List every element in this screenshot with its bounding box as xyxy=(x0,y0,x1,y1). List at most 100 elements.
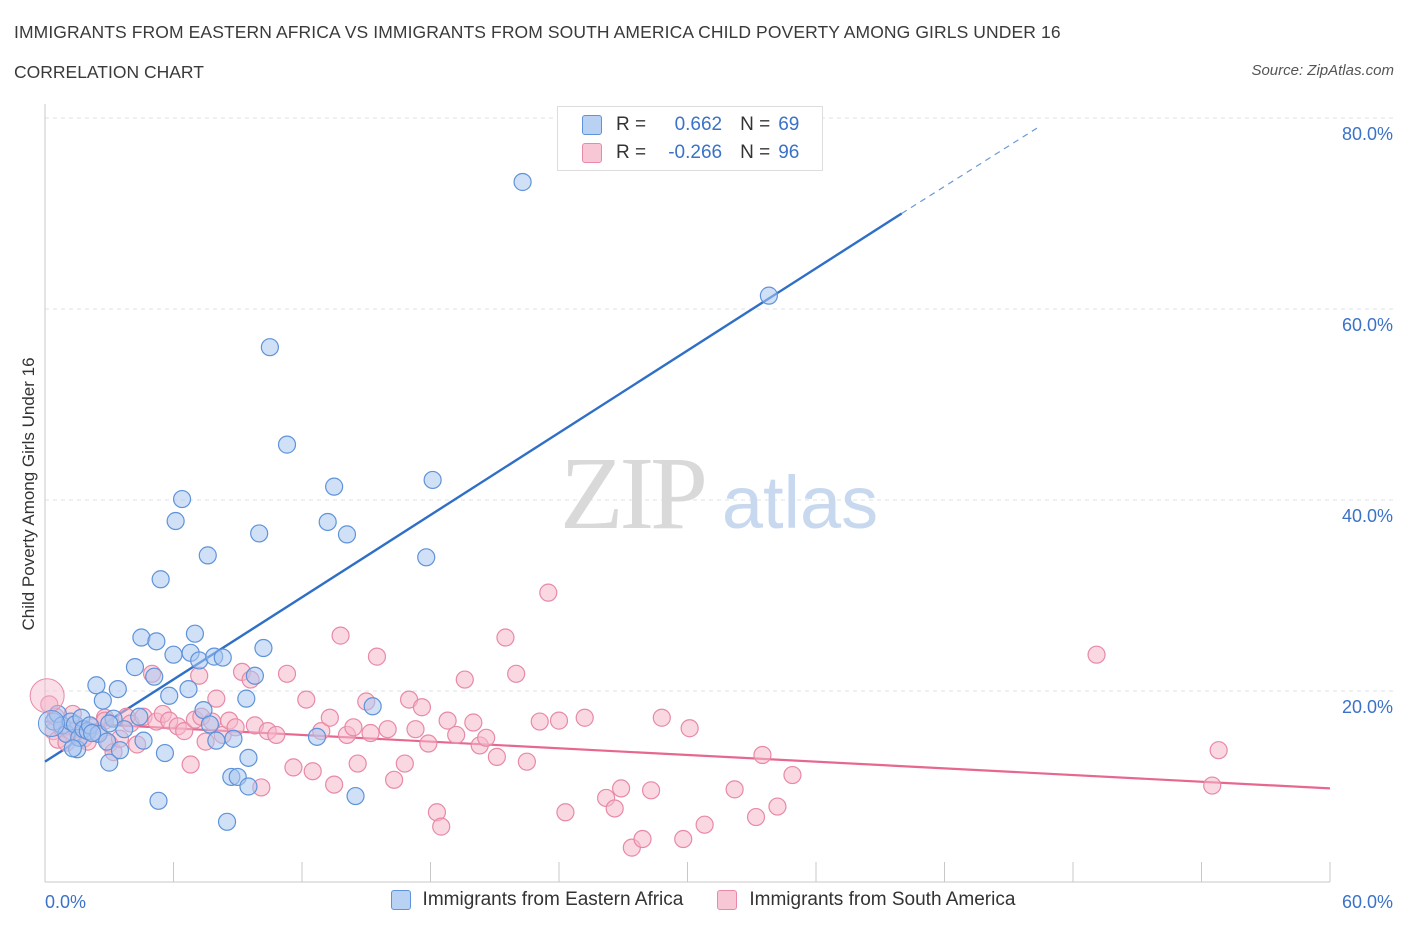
x-tick-label: 60.0% xyxy=(1342,892,1393,912)
point-eastern-africa xyxy=(337,525,357,544)
point-south-america xyxy=(455,670,474,689)
point-eastern-africa xyxy=(213,648,232,667)
point-south-america xyxy=(384,770,404,789)
point-eastern-africa xyxy=(217,812,237,831)
point-eastern-africa xyxy=(179,679,198,699)
point-eastern-africa xyxy=(87,676,106,695)
data-points xyxy=(29,172,1228,857)
point-south-america xyxy=(695,815,714,834)
series-legend-south-america: Immigrants from South America xyxy=(717,889,1015,911)
point-eastern-africa xyxy=(100,714,119,733)
point-eastern-africa xyxy=(147,632,166,651)
point-eastern-africa xyxy=(759,286,778,305)
point-south-america xyxy=(29,678,65,714)
point-eastern-africa xyxy=(160,686,179,705)
point-eastern-africa xyxy=(100,753,119,772)
point-eastern-africa xyxy=(346,786,365,806)
point-south-america xyxy=(367,647,387,666)
correlation-legend: R = 0.662 N = 69 R = -0.266 N = 96 xyxy=(557,106,823,171)
point-south-america xyxy=(207,689,226,708)
point-south-america xyxy=(361,723,380,743)
point-eastern-africa xyxy=(164,645,183,664)
y-tick-label: 40.0% xyxy=(1342,506,1393,526)
point-south-america xyxy=(768,797,787,816)
point-eastern-africa xyxy=(149,791,168,810)
point-eastern-africa xyxy=(318,512,337,532)
point-eastern-africa xyxy=(239,777,258,796)
point-eastern-africa xyxy=(132,628,151,647)
point-south-america xyxy=(412,698,432,717)
legend-swatch-blue xyxy=(582,115,602,135)
legend-row-eastern-africa: R = 0.662 N = 69 xyxy=(582,113,799,137)
point-south-america xyxy=(464,713,483,732)
point-south-america xyxy=(344,718,363,737)
legend-n-value: 69 xyxy=(778,114,800,135)
point-eastern-africa xyxy=(145,667,164,686)
point-south-america xyxy=(1209,741,1228,760)
point-south-america xyxy=(612,779,631,798)
legend-n-label: N = xyxy=(740,114,771,135)
point-eastern-africa xyxy=(190,651,209,670)
series-label: Immigrants from Eastern Africa xyxy=(422,889,684,910)
point-south-america xyxy=(181,755,200,774)
point-south-america xyxy=(395,754,414,773)
trendline-eastern-africa-extension xyxy=(901,125,1042,215)
point-eastern-africa xyxy=(239,748,258,767)
point-eastern-africa xyxy=(254,638,273,658)
point-south-america xyxy=(725,780,744,799)
point-south-america xyxy=(284,758,303,777)
point-south-america xyxy=(633,829,652,849)
point-eastern-africa xyxy=(224,729,243,748)
point-south-america xyxy=(331,626,350,645)
legend-row-south-america: R = -0.266 N = 96 xyxy=(582,141,799,165)
point-south-america xyxy=(325,775,344,794)
point-eastern-africa xyxy=(110,741,130,760)
point-eastern-africa xyxy=(200,715,220,734)
point-eastern-africa xyxy=(237,689,256,708)
point-south-america xyxy=(517,752,536,771)
series-legend: Immigrants from Eastern Africa Immigrant… xyxy=(0,889,1406,911)
point-south-america xyxy=(438,711,457,730)
point-south-america xyxy=(1203,776,1222,795)
point-south-america xyxy=(575,708,594,727)
chart-title: IMMIGRANTS FROM EASTERN AFRICA VS IMMIGR… xyxy=(14,22,1061,42)
y-axis-label: Child Poverty Among Girls Under 16 xyxy=(19,357,38,630)
legend-n-value: 96 xyxy=(778,142,800,163)
point-south-america xyxy=(641,781,661,800)
point-south-america xyxy=(267,725,286,745)
point-south-america xyxy=(556,803,575,822)
point-eastern-africa xyxy=(207,731,226,750)
point-south-america xyxy=(447,725,466,745)
point-south-america xyxy=(783,765,802,785)
point-eastern-africa xyxy=(172,489,192,509)
point-eastern-africa xyxy=(198,546,217,565)
legend-n-label: N = xyxy=(740,142,771,163)
y-tick-label: 20.0% xyxy=(1342,697,1393,717)
y-tick-label: 80.0% xyxy=(1342,124,1393,144)
point-eastern-africa xyxy=(108,679,127,699)
point-south-america xyxy=(605,799,624,818)
point-south-america xyxy=(549,711,569,730)
watermark-zip: ZIP xyxy=(560,436,704,551)
legend-r-value: -0.266 xyxy=(668,142,723,163)
watermark-atlas: atlas xyxy=(722,461,878,544)
watermark: ZIP atlas xyxy=(560,436,878,551)
point-eastern-africa xyxy=(151,570,170,589)
point-eastern-africa xyxy=(260,338,279,357)
point-eastern-africa xyxy=(325,477,344,496)
point-eastern-africa xyxy=(245,666,264,685)
y-tick-label: 60.0% xyxy=(1342,315,1393,335)
point-south-america xyxy=(507,664,526,683)
point-south-america xyxy=(652,708,671,727)
trendline-eastern-africa xyxy=(44,212,903,763)
point-eastern-africa xyxy=(423,470,442,490)
point-eastern-africa xyxy=(185,624,205,643)
legend-r-label: R = xyxy=(616,114,647,135)
point-south-america xyxy=(297,690,316,709)
point-eastern-africa xyxy=(417,548,436,567)
grid-lines xyxy=(45,117,1394,692)
legend-r-value: 0.662 xyxy=(674,114,723,135)
point-south-america xyxy=(477,728,496,747)
legend-r-label: R = xyxy=(616,142,647,163)
